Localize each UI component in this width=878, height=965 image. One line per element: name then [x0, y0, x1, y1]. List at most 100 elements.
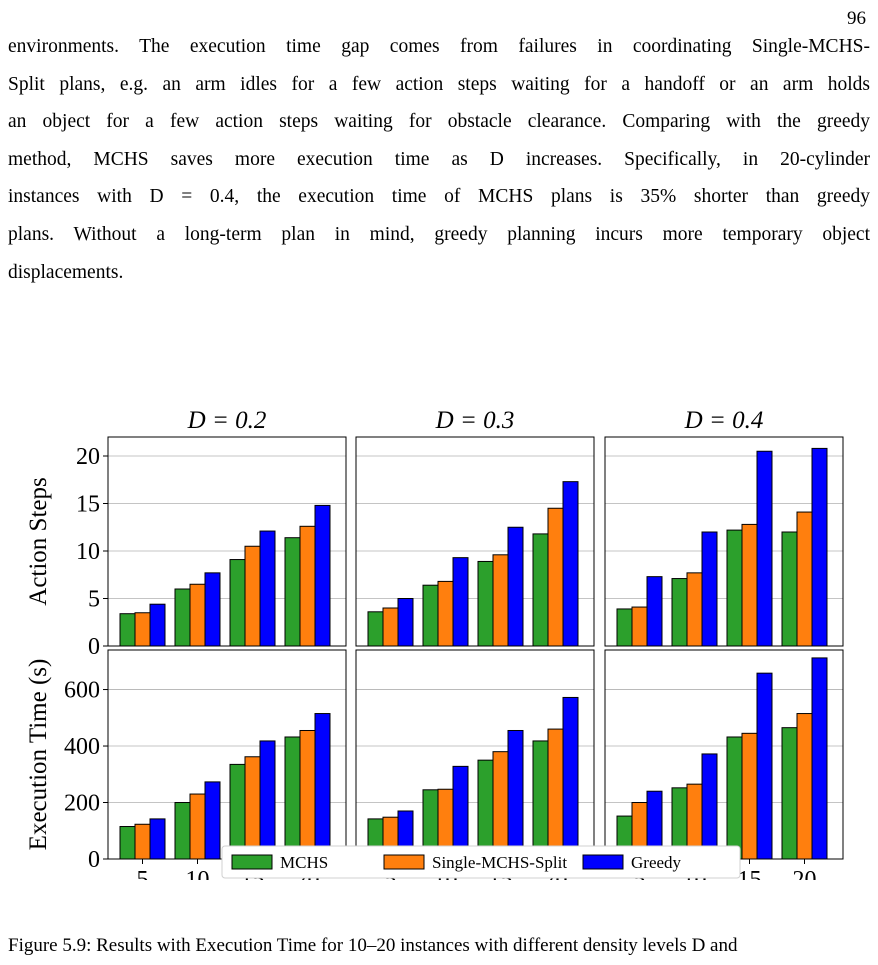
bar	[382, 607, 399, 647]
bar	[781, 727, 798, 860]
bar	[781, 531, 798, 647]
page-number: 96	[847, 8, 866, 29]
bar	[314, 713, 331, 860]
paragraph-line: instances with D = 0.4, the execution ti…	[8, 186, 870, 208]
results-figure: 051015200200400600510152051015205101520D…	[0, 400, 878, 880]
bar	[367, 611, 384, 647]
figure-caption: Figure 5.9: Results with Execution Time …	[8, 935, 738, 956]
bar	[547, 507, 564, 647]
bar	[631, 606, 648, 647]
bar	[756, 450, 773, 647]
panel-frame	[107, 436, 347, 647]
column-title: D = 0.3	[435, 407, 515, 434]
y-tick-label: 400	[64, 734, 100, 760]
bar-chart-grid: 051015200200400600510152051015205101520D…	[25, 407, 844, 880]
bar	[671, 578, 688, 647]
bar	[507, 526, 524, 647]
bar	[796, 511, 813, 647]
bar	[492, 554, 509, 647]
bar	[492, 751, 509, 860]
bar	[149, 603, 166, 647]
bar	[174, 802, 191, 860]
bar	[562, 696, 579, 860]
x-tick-label: 15	[738, 867, 762, 880]
x-tick-label: 10	[186, 867, 210, 880]
paragraph-line: Split plans, e.g. an arm idles for a few…	[8, 73, 870, 95]
bar	[811, 447, 828, 647]
paragraph-line: environments. The execution time gap com…	[8, 36, 870, 57]
legend-swatch	[231, 854, 273, 870]
column-title: D = 0.4	[684, 407, 764, 434]
y-tick-label: 600	[64, 678, 100, 704]
legend-entry-label: Single-MCHS-Split	[432, 853, 567, 872]
bar	[701, 753, 718, 860]
column-title: D = 0.2	[187, 407, 267, 434]
bar	[174, 588, 191, 647]
bar	[452, 765, 469, 860]
bar	[422, 584, 439, 647]
bar	[532, 533, 549, 647]
bar	[299, 525, 316, 647]
bar	[796, 713, 813, 860]
legend-entry-label: Greedy	[631, 853, 682, 872]
legend-box	[221, 845, 741, 879]
bar	[284, 537, 301, 647]
bar	[204, 572, 221, 647]
paragraph-line: plans. Without a long-term plan in mind,…	[8, 223, 870, 245]
bar	[119, 826, 136, 860]
bar	[134, 612, 151, 647]
legend-swatch	[383, 854, 425, 870]
bar	[616, 608, 633, 647]
bar	[244, 545, 261, 647]
x-tick-label: 20	[793, 867, 817, 880]
y-axis-label: Execution Time (s)	[25, 659, 52, 851]
x-tick-label: 5	[137, 867, 149, 880]
panel-frame	[604, 436, 844, 647]
bar	[547, 728, 564, 860]
bar	[299, 729, 316, 860]
bar	[726, 529, 743, 647]
bar	[189, 793, 206, 860]
bar	[811, 657, 828, 860]
bar	[259, 740, 276, 860]
bar	[562, 481, 579, 647]
y-axis-label: Action Steps	[25, 477, 52, 605]
bar	[119, 613, 136, 647]
bar	[229, 763, 246, 860]
paragraph-line: method, MCHS saves more execution time a…	[8, 148, 870, 170]
y-tick-label: 0	[88, 634, 100, 660]
bar	[189, 583, 206, 647]
bar	[149, 818, 166, 860]
body-paragraph: environments. The execution time gap com…	[8, 28, 870, 291]
bar	[314, 504, 331, 647]
bar	[756, 672, 773, 860]
panel-frame	[355, 436, 595, 647]
bar	[477, 759, 494, 860]
paragraph-line: displacements.	[8, 261, 124, 283]
y-tick-label: 10	[76, 539, 100, 565]
bar	[259, 530, 276, 647]
bar	[701, 531, 718, 647]
bar	[452, 557, 469, 647]
y-tick-label: 5	[88, 587, 100, 613]
bar	[204, 781, 221, 860]
y-tick-label: 20	[76, 444, 100, 470]
bar	[229, 559, 246, 647]
bar	[244, 756, 261, 860]
bar	[741, 523, 758, 647]
bar	[532, 740, 549, 860]
bar	[397, 598, 414, 647]
bar	[741, 732, 758, 860]
y-tick-label: 0	[88, 847, 100, 873]
paragraph-line: an object for a few action steps waiting…	[8, 111, 870, 133]
bar	[284, 736, 301, 860]
legend-entry-label: MCHS	[280, 853, 328, 872]
bar	[437, 580, 454, 647]
y-tick-label: 200	[64, 791, 100, 817]
bar	[134, 823, 151, 860]
bar	[726, 736, 743, 860]
legend-swatch	[582, 854, 624, 870]
bar	[646, 576, 663, 647]
bar	[507, 729, 524, 860]
bar	[477, 560, 494, 647]
